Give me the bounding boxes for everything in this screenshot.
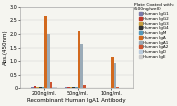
Bar xyxy=(47,34,50,88)
Bar xyxy=(70,87,72,88)
Bar xyxy=(36,87,39,88)
Bar xyxy=(42,87,44,88)
Bar xyxy=(50,82,52,88)
Bar xyxy=(80,44,83,88)
Bar xyxy=(65,87,67,88)
Bar xyxy=(78,31,80,88)
Bar xyxy=(116,87,119,88)
Bar xyxy=(34,86,36,88)
Bar xyxy=(52,87,55,88)
Bar xyxy=(44,16,47,88)
Legend: Human IgG1, Human IgG2, Human IgG3, Human IgG4, Human IgM, Human IgA, Human IgA1: Human IgG1, Human IgG2, Human IgG3, Huma… xyxy=(134,3,174,59)
Bar xyxy=(39,87,42,88)
Bar xyxy=(114,63,116,88)
Bar xyxy=(72,87,75,88)
Bar xyxy=(55,87,57,88)
Bar xyxy=(75,87,78,88)
Bar xyxy=(31,87,34,88)
Bar xyxy=(111,57,114,88)
Bar xyxy=(83,85,85,88)
X-axis label: Recombinant Human IgA1 Antibody: Recombinant Human IgA1 Antibody xyxy=(27,98,126,103)
Y-axis label: Abs.(450nm): Abs.(450nm) xyxy=(3,30,8,65)
Bar xyxy=(67,87,70,88)
